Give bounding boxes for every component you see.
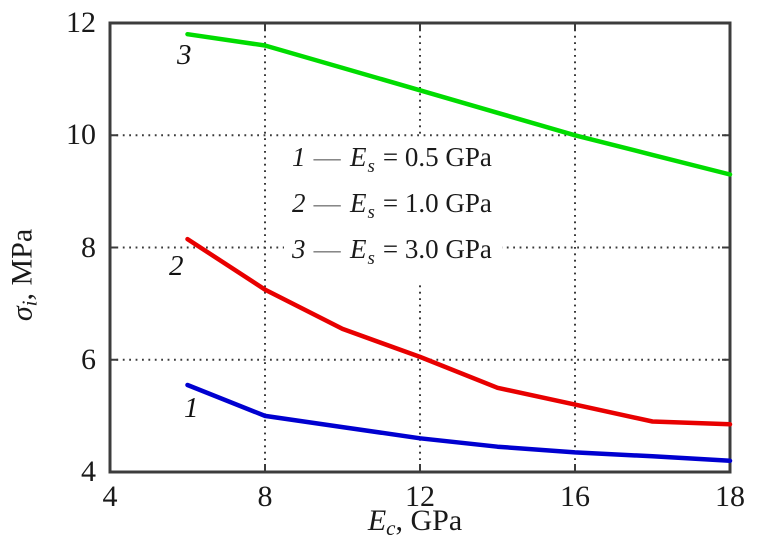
y-tick-label: 10 xyxy=(66,118,96,152)
y-axis-variable: σ xyxy=(5,306,39,322)
x-tick-label: 18 xyxy=(715,480,745,513)
legend-value: = 0.5 GPa xyxy=(382,142,492,172)
legend-value: = 3.0 GPa xyxy=(382,233,492,264)
x-tick-label: 12 xyxy=(405,480,435,513)
x-tick-label: 16 xyxy=(560,480,590,513)
legend-item: 1— Es = 0.5 GPa xyxy=(292,139,492,185)
y-tick-label: 12 xyxy=(66,6,96,39)
series-lines xyxy=(185,31,733,464)
legend-variable: E xyxy=(350,142,367,172)
curve-label-3: 3 xyxy=(177,39,192,71)
x-axis-unit: , GPa xyxy=(395,504,463,537)
x-tick-label: 8 xyxy=(257,480,273,513)
legend-series-number: 2 xyxy=(292,187,306,218)
series-line-1 xyxy=(185,382,733,464)
x-axis-label: Ec, GPa xyxy=(368,505,462,544)
legend-item: 2— Es = 1.0 GPa xyxy=(292,185,492,231)
legend-value: = 1.0 GPa xyxy=(382,187,492,218)
y-tick-label: 6 xyxy=(81,342,96,376)
legend-subscript: s xyxy=(367,155,375,177)
plot-frame xyxy=(108,21,732,474)
curve-label-1: 1 xyxy=(184,392,199,424)
y-tick-label: 4 xyxy=(81,455,96,488)
series-line-3 xyxy=(185,31,733,177)
legend-subscript: s xyxy=(367,201,375,223)
legend-variable: E xyxy=(350,233,367,264)
x-axis-variable: E xyxy=(367,504,387,537)
curve-label-2: 2 xyxy=(169,250,184,282)
legend-item: 3— Es = 3.0 GPa xyxy=(292,231,492,277)
x-axis-subscript: c xyxy=(386,516,396,541)
legend-variable: E xyxy=(350,187,367,218)
legend-subscript: s xyxy=(367,247,375,269)
legend-series-number: 3 xyxy=(292,233,306,264)
series-line-2 xyxy=(185,236,733,427)
plot-border xyxy=(108,21,732,474)
y-axis-unit: , MPa xyxy=(5,228,39,301)
legend-dash: — xyxy=(313,233,341,264)
legend: 1— Es = 0.5 GPa 2— Es = 1.0 GPa 3— Es = 3.0 GP… xyxy=(284,137,502,281)
legend-dash: — xyxy=(313,187,341,218)
y-axis-subscript: i xyxy=(17,300,42,307)
y-axis-label: σi, MPa xyxy=(5,228,45,322)
legend-series-number: 1 xyxy=(292,142,306,172)
y-tick-label: 8 xyxy=(81,230,96,264)
legend-dash: — xyxy=(313,142,341,172)
x-tick-label: 4 xyxy=(102,480,118,513)
